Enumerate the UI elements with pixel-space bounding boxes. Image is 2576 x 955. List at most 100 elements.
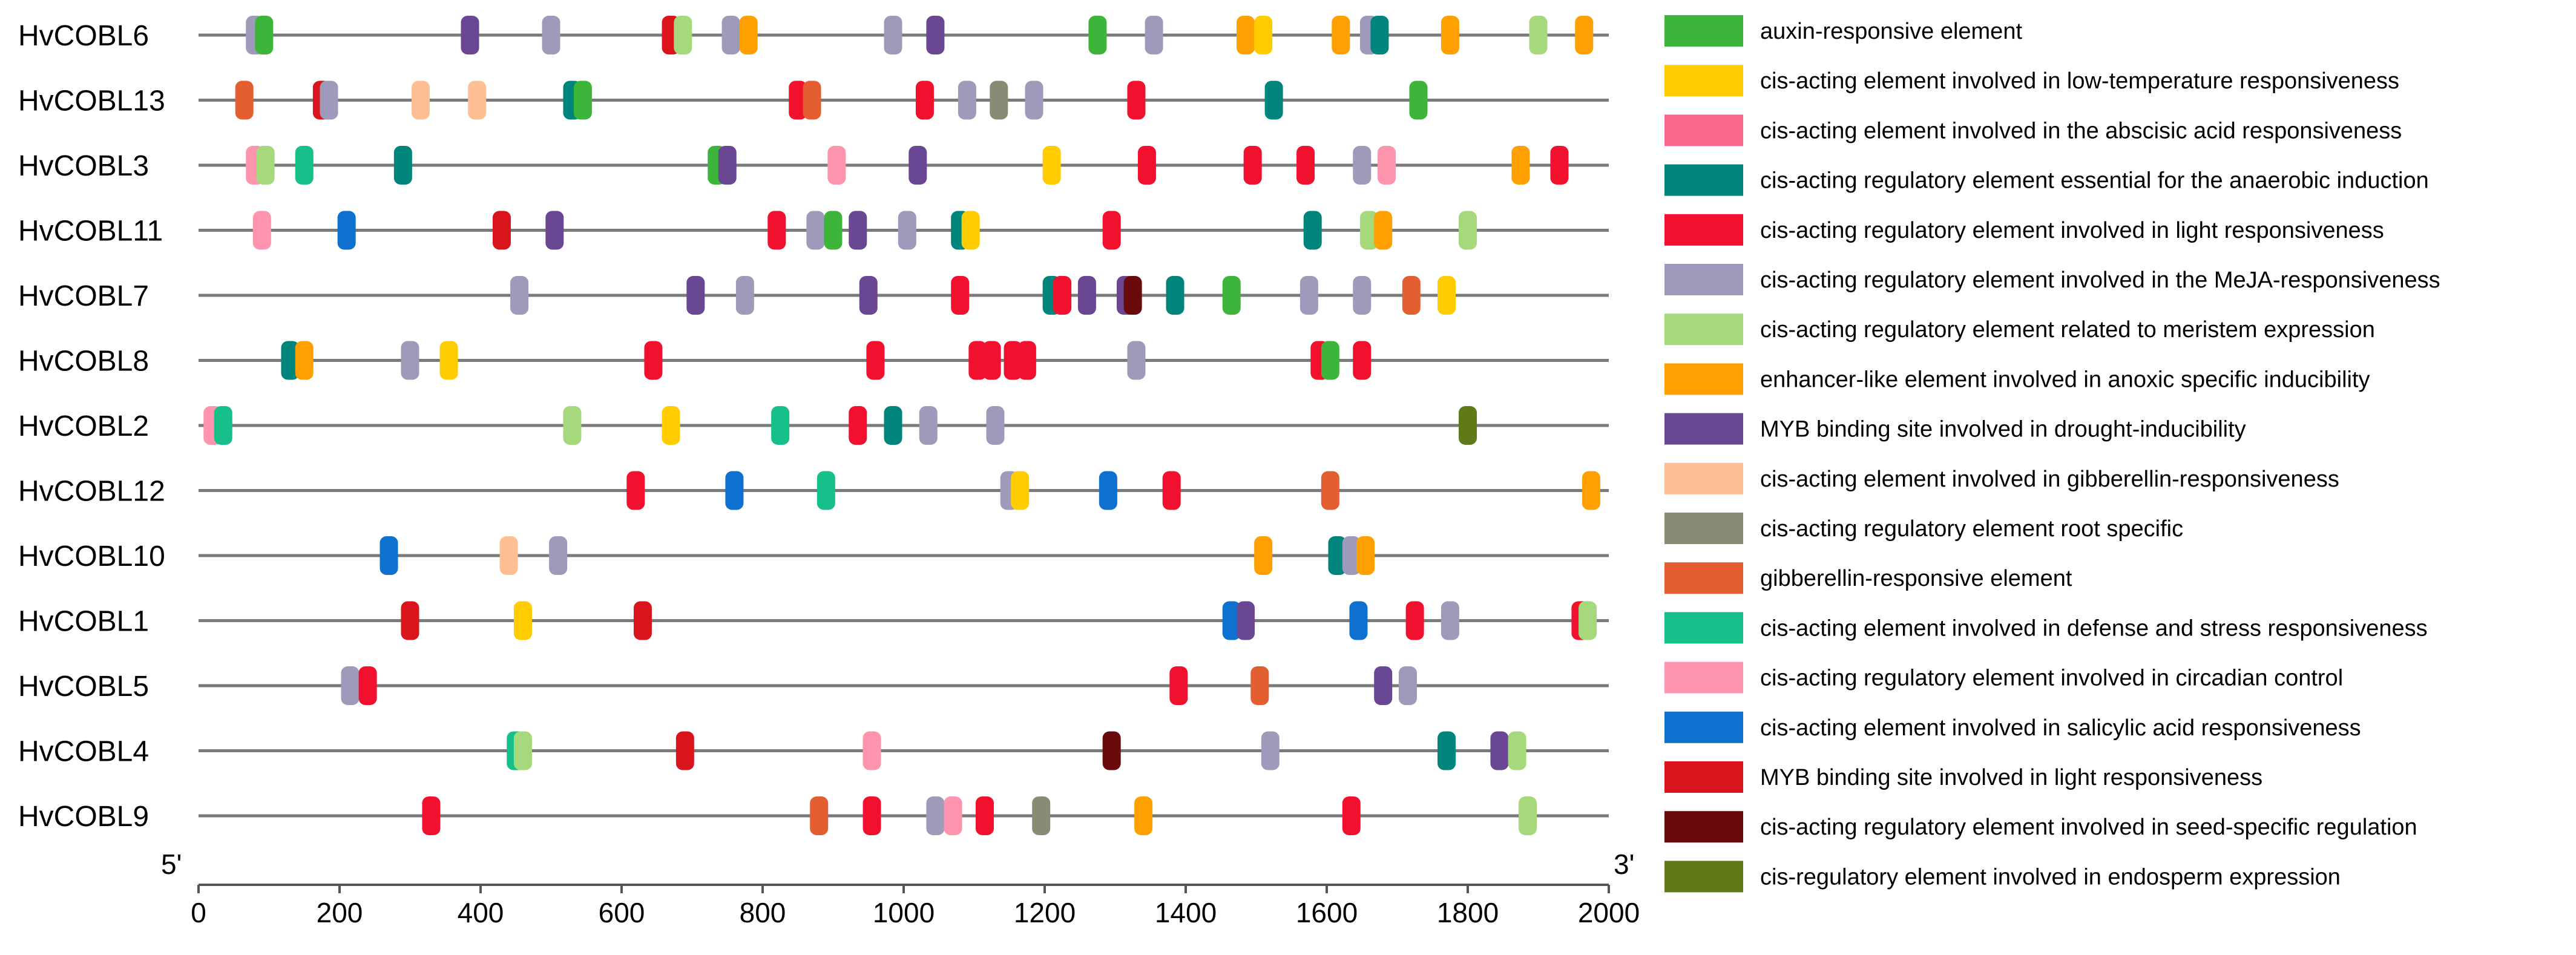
cis-element-mark [1264,80,1283,120]
gene-label: HvCOBL9 [18,801,149,833]
cis-element-mark [1088,16,1107,54]
legend-label: cis-acting regulatory element involved i… [1760,218,2384,243]
cis-element-mark [1398,666,1417,705]
five-prime-label: 5' [161,848,182,880]
cis-element-mark [214,406,232,445]
legend-label: auxin-responsive element [1760,19,2022,44]
cis-element-mark [1127,341,1146,380]
legend-swatch [1664,413,1743,445]
cis-element-mark [767,211,786,250]
legend-swatch [1664,513,1743,544]
cis-element-mark [1441,601,1459,640]
cis-element-mark [1237,16,1255,54]
cis-element-mark [252,211,271,250]
cis-element-mark [1579,601,1597,640]
cis-element-mark [468,80,487,120]
cis-element-mark [393,146,412,185]
gene-label: HvCOBL13 [18,85,165,117]
gene-label: HvCOBL10 [18,540,165,573]
gene-label: HvCOBL1 [18,606,149,638]
legend-item: cis-acting regulatory element essential … [1664,164,2429,196]
cis-element-mark [919,406,938,445]
cis-element-mark [1162,471,1181,510]
gene-row-hvcobl2: HvCOBL2 [18,406,1609,445]
cis-element-mark [1359,211,1378,250]
cis-element-mark [1296,146,1315,185]
x-tick-label: 1000 [873,897,935,928]
legend-label: cis-acting element involved in defense a… [1760,615,2428,641]
cis-element-mark [401,601,419,640]
cis-element-mark [1243,146,1262,185]
cis-element-mark [1222,276,1241,315]
cis-element-mark [674,16,692,54]
cis-element-mark [1438,276,1456,315]
cis-element-mark [990,80,1008,120]
x-tick-label: 1800 [1437,897,1499,928]
cis-element-mark [1237,601,1255,640]
legend-swatch [1664,711,1743,743]
cis-element-mark [380,536,398,575]
cis-element-mark [1123,276,1142,315]
legend-item: cis-acting element involved in the absci… [1664,114,2402,146]
legend-label: MYB binding site involved in drought-ind… [1760,417,2246,442]
legend-swatch [1664,114,1743,146]
gene-label: HvCOBL8 [18,346,149,378]
cis-element-mark [1321,341,1339,380]
cis-element-mark [866,341,885,380]
legend-swatch [1664,612,1743,644]
cis-element-mark [739,16,758,54]
legend-swatch [1664,164,1743,196]
cis-element-mark [915,80,934,120]
cis-element-mark [1032,796,1051,835]
cis-element-mark [926,796,945,835]
cis-element-mark [725,471,744,510]
cis-element-mark [803,80,821,120]
cis-element-mark [644,341,663,380]
legend-label: cis-acting element involved in salicylic… [1760,715,2361,741]
cis-element-mark [1370,16,1389,54]
legend-item: cis-regulatory element involved in endos… [1664,861,2341,893]
cis-element-mark [675,731,694,770]
cis-element-mark [824,211,843,250]
cis-element-mark [1134,796,1153,835]
legend-swatch [1664,214,1743,246]
cis-element-mark [898,211,916,250]
gene-row-hvcobl9: HvCOBL9 [18,796,1609,835]
cis-element-mark [439,341,458,380]
cis-element-mark [492,211,511,250]
legend-label: cis-acting regulatory element involved i… [1760,666,2343,691]
cis-element-mark [1459,211,1477,250]
gene-row-hvcobl12: HvCOBL12 [18,471,1609,510]
cis-element-mark [862,796,881,835]
legend-item: cis-acting element involved in gibberell… [1664,462,2339,494]
cis-element-mark [721,16,740,54]
cis-element-mark [884,16,902,54]
cis-element-mark [1342,536,1361,575]
legend-label: enhancer-like element involved in anoxic… [1760,367,2370,392]
cis-element-mark [281,341,300,380]
cis-element-mark [1328,536,1347,575]
gene-row-hvcobl3: HvCOBL3 [18,146,1609,185]
legend-label: cis-acting regulatory element involved i… [1760,267,2440,293]
cis-element-mark [1099,471,1117,510]
cis-element-mark [1102,731,1121,770]
x-tick-label: 600 [599,897,645,928]
cis-element-mark [1353,341,1372,380]
cis-element-mark [908,146,927,185]
cis-element-mark [1353,276,1372,315]
cis-element-mark [1053,276,1072,315]
cis-element-mark [662,406,680,445]
cis-element-mark [320,80,338,120]
cis-element-mark [542,16,560,54]
legend-item: cis-acting element involved in low-tempe… [1664,65,2399,97]
cis-element-mark [1374,666,1393,705]
cis-element-mark [295,146,314,185]
cis-element-mark [961,211,980,250]
legend-swatch [1664,861,1743,893]
three-prime-label: 3' [1614,848,1634,880]
cis-element-mark [1459,406,1477,445]
cis-element-mark [513,601,532,640]
legend-swatch [1664,65,1743,97]
legend-item: cis-acting regulatory element root speci… [1664,513,2183,544]
